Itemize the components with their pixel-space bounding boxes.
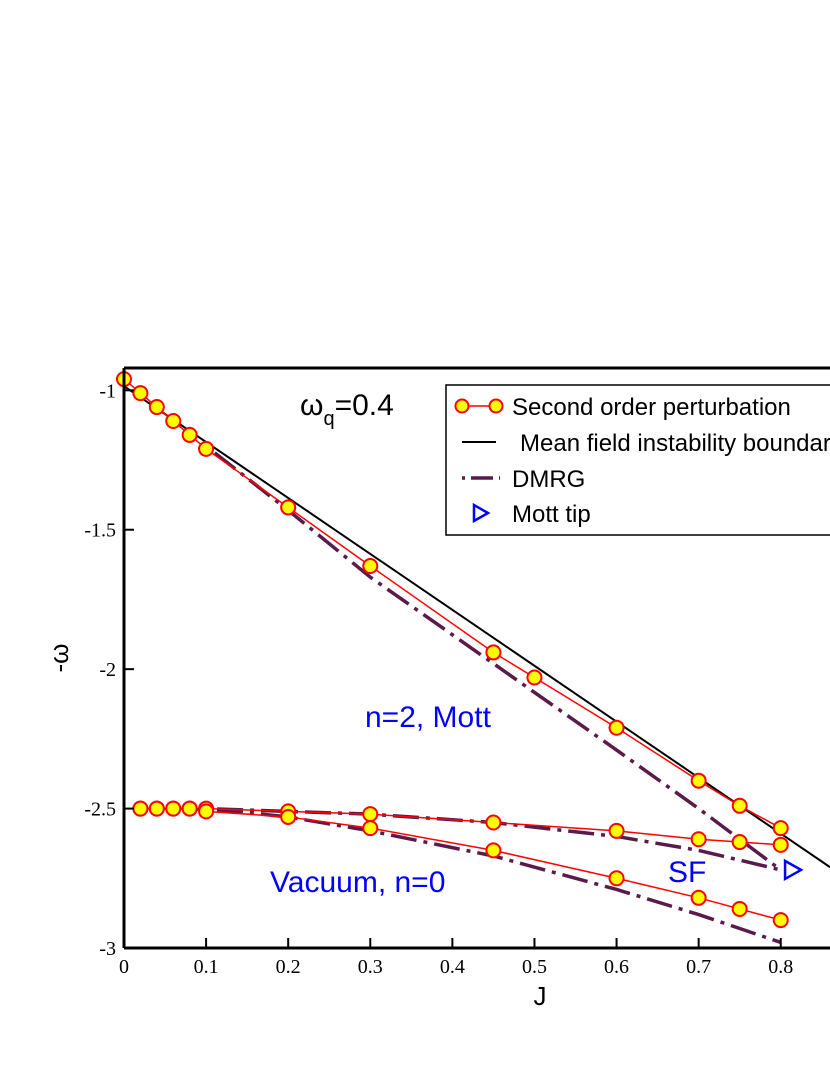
y-tick-label: -2 — [99, 659, 116, 681]
omega-q-annotation: ωq=0.4 — [300, 389, 394, 430]
mott-tip-point — [783, 858, 804, 882]
legend-mott-tip-marker — [472, 502, 491, 524]
x-tick-label: 0.1 — [194, 956, 219, 978]
perturbation-point — [132, 800, 149, 817]
perturbation-point — [198, 440, 215, 457]
legend-mott-tip-label: Mott tip — [512, 501, 591, 528]
omega-q-prefix: ω — [300, 389, 323, 422]
omega-q-sub: q — [323, 408, 334, 430]
perturbation-point — [485, 814, 502, 831]
perturbation-point — [608, 719, 625, 736]
x-axis-title: J — [534, 981, 547, 1011]
perturbation-point — [362, 820, 379, 837]
y-axis-title: -ω — [44, 644, 74, 673]
perturbation-point — [772, 836, 789, 853]
x-tick-label: 0.3 — [358, 956, 383, 978]
perturbation-point — [731, 797, 748, 814]
perturbation-point — [485, 842, 502, 859]
sf-region-label: SF — [668, 856, 706, 889]
perturbation-point — [132, 385, 149, 402]
perturbation-point — [280, 499, 297, 516]
perturbation-point — [362, 557, 379, 574]
perturbation-point — [731, 834, 748, 851]
x-tick-label: 0 — [119, 956, 129, 978]
x-tick-label: 0.7 — [686, 956, 711, 978]
perturbation-point — [280, 808, 297, 825]
perturbation-point — [181, 800, 198, 817]
perturbation-point — [690, 772, 707, 789]
legend-entry-dmrg: DMRG — [462, 466, 585, 493]
perturbation-point — [198, 803, 215, 820]
x-tick-label: 0.5 — [522, 956, 547, 978]
x-tick-label: 0.2 — [276, 956, 301, 978]
x-tick-label: 0.4 — [440, 956, 465, 978]
legend-entry-mott-tip: Mott tip — [472, 501, 591, 528]
x-tick-label: 0.6 — [604, 956, 629, 978]
perturbation-point — [165, 412, 182, 429]
legend: Second order perturbation Mean field ins… — [445, 384, 830, 536]
legend-perturbation-marker-right — [488, 398, 504, 414]
y-tick-label: -1.5 — [84, 520, 116, 542]
x-tick-label: 0.8 — [768, 956, 793, 978]
legend-perturbation-label: Second order perturbation — [512, 394, 791, 421]
legend-entry-mean-field: Mean field instability boundary — [462, 430, 830, 457]
perturbation-point — [772, 912, 789, 929]
y-axis-ticks: -1 -1.5 -2 -2.5 -3 — [84, 380, 134, 960]
perturbation-point — [181, 426, 198, 443]
mean-field-line — [124, 385, 830, 868]
perturbation-point — [165, 800, 182, 817]
perturbation-point — [690, 831, 707, 848]
x-axis-ticks: 0 0.1 0.2 0.3 0.4 0.5 0.6 0.7 0.8 — [119, 938, 793, 978]
y-tick-label: -1 — [99, 380, 116, 402]
mott-region-label: n=2, Mott — [365, 701, 492, 734]
perturbation-point — [148, 800, 165, 817]
perturbation-point — [731, 900, 748, 917]
vacuum-region-label: Vacuum, n=0 — [270, 866, 445, 899]
perturbation-point — [526, 669, 543, 686]
perturbation-point — [608, 822, 625, 839]
perturbation-point — [485, 644, 502, 661]
legend-box — [445, 384, 830, 536]
plot-area — [116, 371, 830, 945]
markers-layer — [116, 371, 804, 929]
legend-mean-field-label: Mean field instability boundary — [520, 430, 830, 457]
omega-q-suffix: =0.4 — [335, 389, 394, 422]
y-tick-label: -2.5 — [84, 799, 116, 821]
perturbation-point — [772, 820, 789, 837]
perturbation-point — [362, 806, 379, 823]
legend-entry-perturbation: Second order perturbation — [454, 394, 791, 421]
perturbation-point — [608, 870, 625, 887]
perturbation-point — [690, 889, 707, 906]
legend-dmrg-label: DMRG — [512, 466, 585, 493]
y-tick-label: -3 — [99, 938, 116, 960]
perturbation-point — [148, 399, 165, 416]
legend-perturbation-marker-left — [454, 398, 470, 414]
